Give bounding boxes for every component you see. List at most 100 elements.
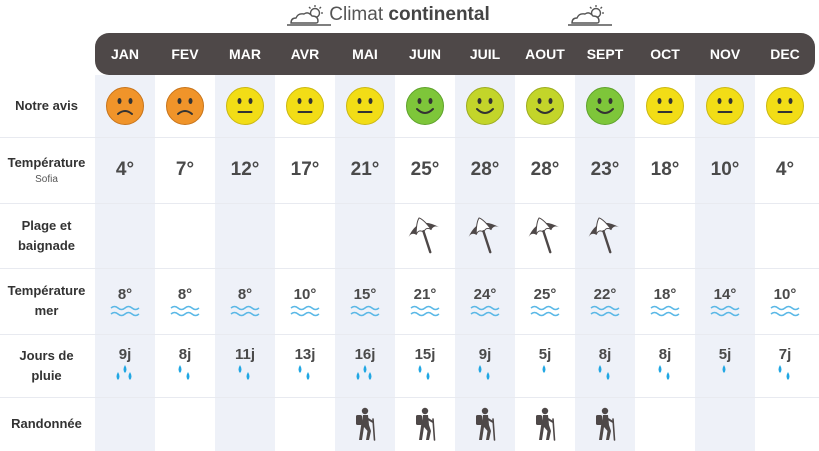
sea-temperature-value: 10°	[773, 285, 797, 303]
rating-neutral-icon	[346, 87, 384, 125]
rating-jan	[95, 75, 155, 137]
rain-days-value: 16j	[354, 345, 376, 363]
month-mai: MAI	[352, 46, 378, 62]
month-jan: JAN	[110, 46, 139, 62]
rain-days-juin: 15j	[395, 334, 455, 397]
rain-days-aout: 5j	[515, 334, 575, 397]
rain-days-value: 7j	[778, 345, 792, 363]
month-header: JAN FEV MAR AVR MAI JUIN JUIL AOUT SEPT OCT NOV DEC	[95, 33, 815, 75]
temperature-value: 4°	[115, 159, 135, 180]
month-dec: DEC	[770, 46, 800, 62]
hiking-juil	[455, 397, 515, 451]
sea-temperature-value: 22°	[593, 285, 617, 303]
waves-icon	[470, 305, 500, 316]
temperature-dec: 4°	[755, 137, 815, 203]
rating-mai	[335, 75, 395, 137]
month-juil: JUIL	[469, 46, 501, 62]
rating-oct	[635, 75, 695, 137]
beach-mai	[335, 203, 395, 268]
rain-days-nov: 5j	[695, 334, 755, 397]
temperature-value: 28°	[470, 159, 500, 180]
rating-good-icon	[586, 87, 624, 125]
beach-juin	[395, 203, 455, 268]
rain-days-jan: 9j	[95, 334, 155, 397]
row-divider	[0, 397, 819, 398]
temperature-juin: 25°	[395, 137, 455, 203]
waves-icon	[170, 305, 200, 316]
rating-fev	[155, 75, 215, 137]
rain-days-value: 13j	[294, 345, 316, 363]
waves-icon	[350, 305, 380, 316]
temperature-jan: 4°	[95, 137, 155, 203]
hiking-sept	[575, 397, 635, 451]
rain-drop-icon	[116, 364, 132, 380]
rain-drop-icon	[178, 364, 190, 380]
temperature-value: 7°	[175, 159, 195, 180]
temperature-value: 12°	[230, 159, 260, 180]
sea-temperature-value: 24°	[473, 285, 497, 303]
rain-days-value: 8j	[178, 345, 192, 363]
rain-drop-icon	[298, 364, 310, 380]
rain-drop-icon	[778, 364, 790, 380]
beach-umbrella-icon	[588, 216, 619, 253]
rating-nov	[695, 75, 755, 137]
beach-mar	[215, 203, 275, 268]
hiking-jan	[95, 397, 155, 451]
rain-days-value: 5j	[538, 345, 552, 363]
rating-neutral-icon	[226, 87, 264, 125]
temperature-value: 17°	[290, 159, 320, 180]
sea-temperature-value: 15°	[353, 285, 377, 303]
waves-icon	[650, 305, 680, 316]
sea-temperature-oct: 18°	[635, 268, 695, 334]
beach-dec	[755, 203, 815, 268]
row-label-plage: Plage et baignade	[17, 217, 76, 253]
sun-cloud-icon	[568, 5, 612, 26]
temperature-oct: 18°	[635, 137, 695, 203]
waves-icon	[410, 305, 440, 316]
rain-drop-icon	[658, 364, 670, 380]
rain-drop-icon	[542, 364, 546, 373]
hiking-mar	[215, 397, 275, 451]
row-label-temperature: Température Sofia	[7, 155, 86, 185]
month-sept: SEPT	[586, 46, 624, 62]
rain-days-value: 15j	[414, 345, 436, 363]
sea-temperature-sept: 22°	[575, 268, 635, 334]
beach-oct	[635, 203, 695, 268]
rain-drop-icon	[478, 364, 490, 380]
rain-days-value: 5j	[718, 345, 732, 363]
row-label-pluie: Jours de pluie	[19, 347, 74, 383]
sea-temperature-fev: 8°	[155, 268, 215, 334]
sea-temperature-mar: 8°	[215, 268, 275, 334]
row-divider	[0, 268, 819, 269]
temperature-sept: 23°	[575, 137, 635, 203]
waves-icon	[230, 305, 260, 316]
sea-temperature-mai: 15°	[335, 268, 395, 334]
rating-neutral-icon	[706, 87, 744, 125]
temperature-value: 23°	[590, 159, 620, 180]
hiking-aout	[515, 397, 575, 451]
sea-temperature-aout: 25°	[515, 268, 575, 334]
month-nov: NOV	[709, 46, 741, 62]
temperature-mar: 12°	[215, 137, 275, 203]
temperature-value: 21°	[350, 159, 380, 180]
temperature-mai: 21°	[335, 137, 395, 203]
beach-nov	[695, 203, 755, 268]
hiker-icon	[416, 407, 436, 441]
rain-days-sept: 8j	[575, 334, 635, 397]
month-juin: JUIN	[409, 46, 441, 62]
temperature-aout: 28°	[515, 137, 575, 203]
sea-temperature-value: 8°	[237, 285, 253, 303]
waves-icon	[710, 305, 740, 316]
row-label-temperature-city: Sofia	[35, 174, 58, 185]
temperature-value: 10°	[710, 159, 740, 180]
hiker-icon	[596, 407, 616, 441]
rating-neutral-icon	[646, 87, 684, 125]
title-emphasis: continental	[388, 4, 490, 25]
beach-juil	[455, 203, 515, 268]
hiking-dec	[755, 397, 815, 451]
hiking-nov	[695, 397, 755, 451]
rain-drop-icon	[356, 364, 372, 380]
rating-juin	[395, 75, 455, 137]
rating-bad-icon	[166, 87, 204, 125]
rain-drop-icon	[722, 364, 726, 373]
